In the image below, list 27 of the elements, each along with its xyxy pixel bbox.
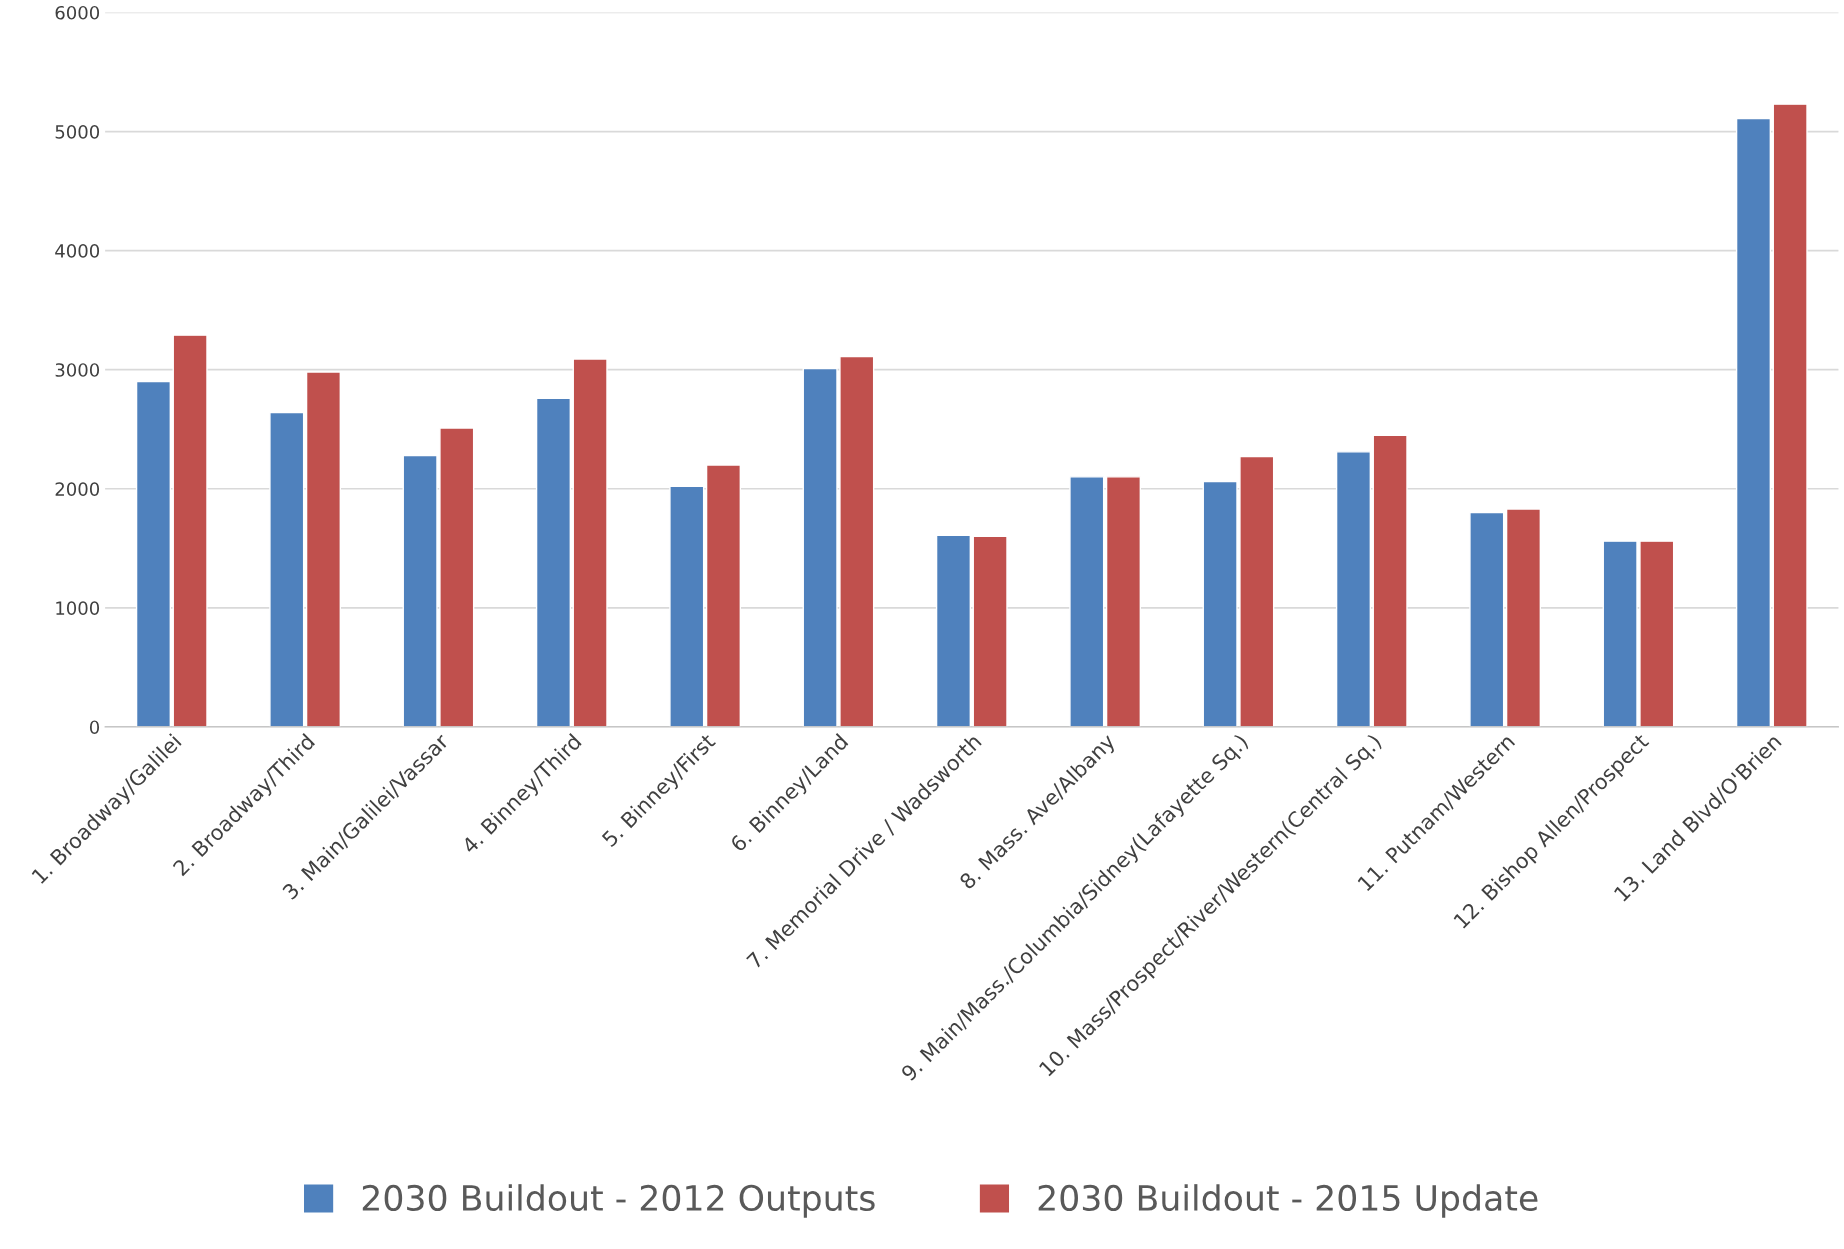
y-tick-label: 5000 <box>55 125 100 139</box>
bar <box>572 358 608 727</box>
y-tick-label: 4000 <box>55 244 100 258</box>
bar <box>305 371 342 727</box>
bar <box>1772 103 1808 727</box>
legend-label: 2030 Buildout - 2015 Update <box>1038 1184 1538 1218</box>
y-tick-label: 0 <box>89 720 100 735</box>
y-tick-label: 2000 <box>55 482 100 496</box>
y-tick-label: 1000 <box>56 601 100 615</box>
legend-label: 2030 Buildout - 2012 Outputs <box>362 1184 875 1218</box>
y-tick-label: 6000 <box>55 5 100 20</box>
y-tick-label: 3000 <box>55 363 100 377</box>
bar <box>535 397 572 727</box>
bar <box>1105 476 1142 727</box>
bar <box>1735 117 1772 727</box>
bar <box>972 535 1008 727</box>
bar <box>669 485 705 727</box>
bar <box>1069 476 1105 727</box>
bar <box>705 464 742 727</box>
bar <box>935 534 972 727</box>
bar <box>269 411 305 727</box>
bar <box>172 334 208 727</box>
bar <box>135 380 172 727</box>
bar <box>1372 434 1408 727</box>
bar <box>1505 508 1542 727</box>
bar <box>1335 451 1372 727</box>
bar <box>1469 511 1505 727</box>
